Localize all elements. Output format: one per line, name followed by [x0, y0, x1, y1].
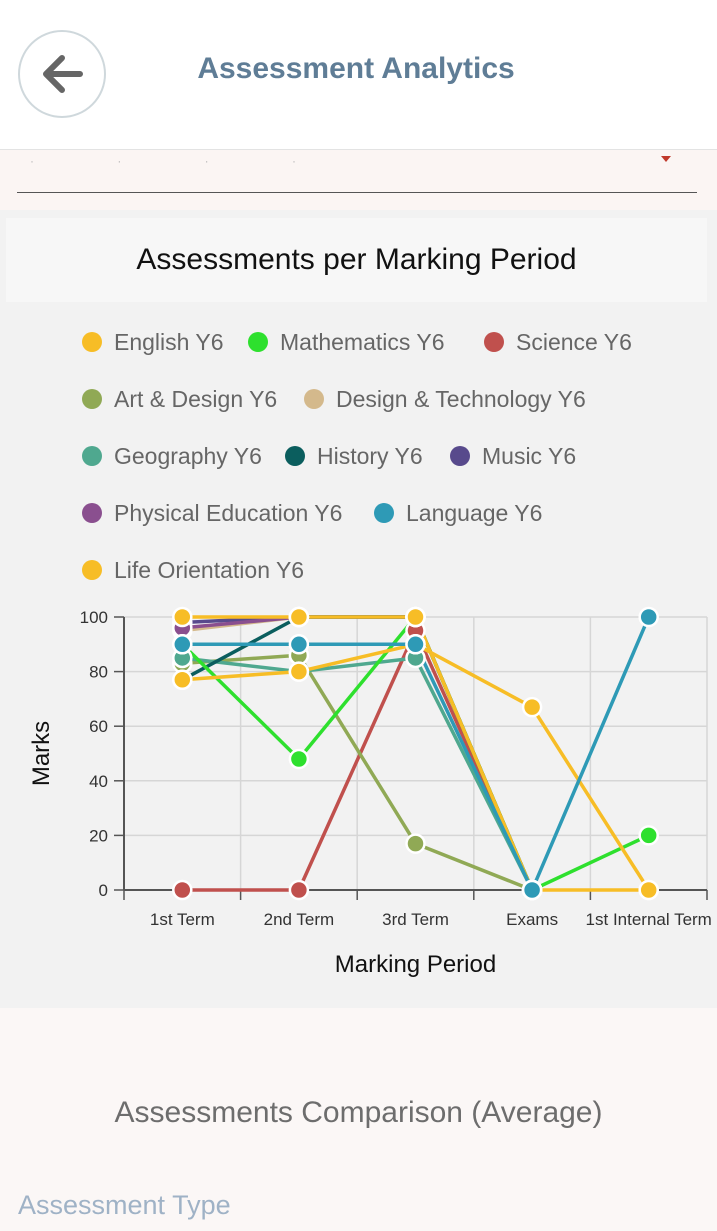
- legend-dot: [82, 503, 102, 523]
- legend-item-mathematics[interactable]: Mathematics Y6: [248, 327, 444, 357]
- chart-header: Assessments per Marking Period: [6, 218, 707, 302]
- caret-down-icon: [661, 156, 671, 162]
- legend-item-language[interactable]: Language Y6: [374, 498, 542, 528]
- assessment-type-label[interactable]: Assessment Type: [18, 1190, 231, 1220]
- arrow-left-icon: [43, 55, 83, 93]
- y-tick-label: 20: [89, 826, 108, 845]
- legend-label: English Y6: [114, 328, 224, 355]
- legend-label: Geography Y6: [114, 442, 262, 469]
- data-point: [405, 634, 426, 655]
- legend-dot: [82, 389, 102, 409]
- page-title: Assessment Analytics: [197, 52, 515, 85]
- legend-dot: [304, 389, 324, 409]
- legend-dot: [248, 332, 268, 352]
- legend-item-design-technology[interactable]: Design & Technology Y6: [304, 384, 586, 414]
- chart-panel: Assessments per Marking Period English Y…: [0, 210, 717, 1008]
- y-tick-label: 80: [89, 663, 108, 682]
- legend-label: Mathematics Y6: [280, 328, 445, 355]
- legend-item-science[interactable]: Science Y6: [484, 327, 632, 357]
- y-tick-label: 100: [80, 608, 108, 627]
- legend-label: Science Y6: [516, 328, 632, 355]
- data-point: [288, 661, 310, 682]
- data-point: [521, 879, 543, 901]
- legend-label: Physical Education Y6: [114, 499, 343, 526]
- y-axis-label: Marks: [28, 721, 55, 786]
- series-line: [182, 653, 533, 892]
- data-point: [405, 606, 426, 628]
- app-bar: Assessment Analytics: [0, 0, 717, 150]
- chart-title: Assessments per Marking Period: [136, 243, 577, 276]
- legend-dot: [82, 560, 102, 580]
- legend-label: Language Y6: [406, 499, 543, 526]
- legend-item-life-orientation[interactable]: Life Orientation Y6: [82, 555, 304, 585]
- data-point: [405, 833, 426, 854]
- data-point: [521, 696, 543, 718]
- data-point: [172, 879, 193, 901]
- back-button[interactable]: [18, 30, 106, 118]
- x-axis-label: Marking Period: [335, 951, 496, 978]
- y-tick-label: 0: [99, 881, 108, 900]
- data-point: [288, 634, 310, 655]
- x-tick-label: Exams: [506, 910, 558, 929]
- legend-dot: [285, 446, 305, 466]
- y-tick-label: 40: [89, 772, 108, 791]
- select-value: · · · ·: [30, 154, 336, 168]
- legend-dot: [82, 332, 102, 352]
- legend-item-art-design[interactable]: Art & Design Y6: [82, 384, 277, 414]
- data-point: [288, 748, 310, 770]
- legend-dot: [374, 503, 394, 523]
- legend-item-music[interactable]: Music Y6: [450, 441, 576, 471]
- legend-item-physical-education[interactable]: Physical Education Y6: [82, 498, 342, 528]
- x-tick-label: 3rd Term: [382, 910, 449, 929]
- line-chart: 0 20 40 60 80 100 1st Term 2nd Term 3rd Term Exam…: [28, 606, 712, 978]
- legend-item-english[interactable]: English Y6: [82, 327, 224, 357]
- legend-item-history[interactable]: History Y6: [285, 441, 423, 471]
- legend-label: Art & Design Y6: [114, 385, 278, 412]
- legend-item-geography[interactable]: Geography Y6: [82, 441, 262, 471]
- data-point: [172, 606, 193, 628]
- series-line: [182, 628, 534, 892]
- comparison-title: Assessments Comparison (Average): [114, 1096, 603, 1129]
- data-point: [638, 606, 659, 628]
- select-underline: [17, 192, 697, 193]
- data-point: [638, 879, 659, 901]
- legend-dot: [82, 446, 102, 466]
- legend-dot: [484, 332, 504, 352]
- legend-label: History Y6: [317, 442, 423, 469]
- legend-label: Design & Technology Y6: [336, 385, 586, 412]
- x-tick-label: 2nd Term: [264, 910, 335, 929]
- legend-dot: [450, 446, 470, 466]
- data-point: [638, 825, 659, 846]
- series-line: [182, 656, 534, 891]
- x-tick-label: 1st Term: [150, 910, 215, 929]
- legend-label: Life Orientation Y6: [114, 556, 305, 583]
- x-tick-label: 1st Internal Term: [586, 910, 712, 929]
- subject-select[interactable]: · · · ·: [0, 150, 717, 210]
- y-tick-label: 60: [89, 717, 108, 736]
- data-point: [172, 669, 193, 691]
- legend-label: Music Y6: [482, 442, 577, 469]
- data-point: [172, 634, 193, 655]
- data-point: [288, 879, 310, 901]
- data-point: [288, 606, 310, 628]
